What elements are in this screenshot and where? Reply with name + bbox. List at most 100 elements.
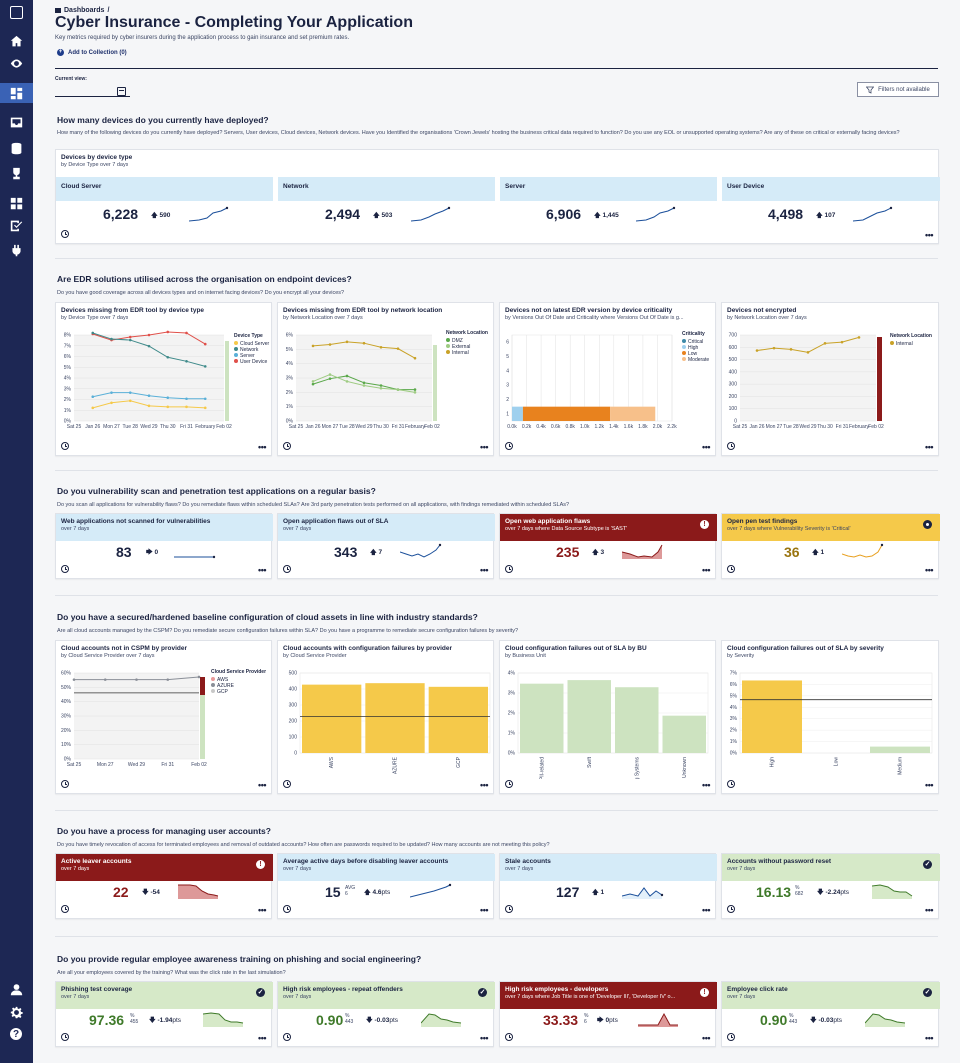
- more-options-icon[interactable]: •••: [702, 1033, 710, 1043]
- card-title: Web applications not scanned for vulnera…: [61, 518, 211, 525]
- clock-icon[interactable]: [727, 780, 735, 788]
- more-options-icon[interactable]: •••: [702, 442, 710, 452]
- inbox-icon[interactable]: [9, 115, 24, 130]
- clock-icon[interactable]: [727, 565, 735, 573]
- clock-icon[interactable]: [283, 442, 291, 450]
- kpi-open-pen-test[interactable]: Open pen test findings over 7 days where…: [721, 513, 940, 579]
- home-icon[interactable]: [9, 34, 24, 49]
- legend-title: Network Location: [446, 330, 488, 336]
- more-options-icon[interactable]: •••: [480, 780, 488, 790]
- kpi-high-risk-developers[interactable]: High risk employees - developers over 7 …: [499, 981, 717, 1047]
- more-options-icon[interactable]: •••: [258, 905, 266, 915]
- calendar-icon[interactable]: [117, 87, 126, 96]
- clock-icon[interactable]: [61, 230, 69, 238]
- card-subtitle: by Business Unit: [505, 653, 546, 659]
- y-tick-label: 200: [289, 719, 298, 725]
- clock-icon[interactable]: [283, 780, 291, 788]
- kpi-stale-accounts[interactable]: Stale accounts over 7 days 127 🡅 1 •••: [499, 853, 717, 919]
- x-tick-label: 0.4k: [536, 424, 546, 430]
- kpi-accounts-without-reset[interactable]: Accounts without password reset over 7 d…: [721, 853, 940, 919]
- metric-value: 16.13: [756, 884, 792, 900]
- app-logo-icon[interactable]: [10, 6, 23, 19]
- more-options-icon[interactable]: •••: [925, 565, 933, 575]
- clock-icon[interactable]: [61, 905, 69, 913]
- edr-device-type-chart: 8% 7% 6% 5% 4% 3% 2% 1% 0%Sat 25 Jan 26 Mon 27 Tue …: [64, 330, 270, 430]
- current-view-label: Current view:: [55, 76, 87, 82]
- more-options-icon[interactable]: •••: [925, 230, 933, 240]
- more-options-icon[interactable]: •••: [480, 905, 488, 915]
- kpi-repeat-offenders[interactable]: High risk employees - repeat offenders o…: [277, 981, 495, 1047]
- sparkline: [189, 206, 229, 222]
- legend-entry: External: [452, 344, 470, 350]
- kpi-web-apps-not-scanned[interactable]: Web applications not scanned for vulnera…: [55, 513, 273, 579]
- edr-network-location-chart: 6% 5% 4% 3% 2% 1% 0%Sat 25 Jan 26 Mon 27 Tue 28 We…: [286, 330, 488, 430]
- plug-icon[interactable]: [9, 243, 24, 258]
- add-to-collection-button[interactable]: + Add to Collection (0): [57, 49, 127, 56]
- metric-delta: 🡅 1,445: [594, 212, 619, 219]
- tile-cloud-server[interactable]: Cloud Server: [56, 177, 273, 201]
- legend-swatch: [682, 351, 686, 355]
- kpi-open-web-app-flaws[interactable]: Open web application flaws over 7 days w…: [499, 513, 717, 579]
- more-options-icon[interactable]: •••: [702, 905, 710, 915]
- clock-icon[interactable]: [505, 442, 513, 450]
- y-tick-label: 4: [506, 368, 509, 374]
- clock-icon[interactable]: [61, 565, 69, 573]
- section-title: Do you have a secured/hardened baseline …: [57, 612, 478, 622]
- help-icon[interactable]: ?: [10, 1028, 22, 1040]
- more-options-icon[interactable]: •••: [258, 565, 266, 575]
- clock-icon[interactable]: [283, 1033, 291, 1041]
- tile-network[interactable]: Network: [278, 177, 495, 201]
- kpi-phishing-coverage[interactable]: Phishing test coverage over 7 days ✓ 97.…: [55, 981, 273, 1047]
- checklist-icon[interactable]: [9, 218, 24, 233]
- series-line: [92, 400, 206, 409]
- more-options-icon[interactable]: •••: [702, 565, 710, 575]
- more-options-icon[interactable]: •••: [258, 780, 266, 790]
- clock-icon[interactable]: [505, 1033, 513, 1041]
- clock-icon[interactable]: [61, 780, 69, 788]
- more-options-icon[interactable]: •••: [258, 1033, 266, 1043]
- tile-server[interactable]: Server: [500, 177, 717, 201]
- more-options-icon[interactable]: •••: [702, 780, 710, 790]
- trophy-icon[interactable]: [9, 166, 24, 181]
- clock-icon[interactable]: [283, 565, 291, 573]
- card-title: Cloud accounts with configuration failur…: [283, 645, 453, 652]
- more-options-icon[interactable]: •••: [925, 1033, 933, 1043]
- kpi-active-leaver-accounts[interactable]: Active leaver accounts over 7 days ! 22 …: [55, 853, 273, 919]
- more-options-icon[interactable]: •••: [258, 442, 266, 452]
- clock-icon[interactable]: [283, 905, 291, 913]
- y-tick-label: 50%: [61, 685, 72, 691]
- kpi-open-app-flaws-sla[interactable]: Open application flaws out of SLA over 7…: [277, 513, 495, 579]
- clock-icon[interactable]: [727, 442, 735, 450]
- current-view-input[interactable]: [55, 86, 130, 97]
- more-options-icon[interactable]: •••: [480, 565, 488, 575]
- clock-icon[interactable]: [727, 905, 735, 913]
- more-options-icon[interactable]: •••: [925, 780, 933, 790]
- database-icon[interactable]: [9, 141, 24, 156]
- clock-icon[interactable]: [505, 905, 513, 913]
- x-tick-label: Trading Systems: [634, 757, 640, 779]
- clock-icon[interactable]: [505, 565, 513, 573]
- gear-icon[interactable]: [9, 1005, 24, 1020]
- metric-delta: 🡅 3: [592, 549, 605, 556]
- series-line: [92, 392, 206, 400]
- grid-icon[interactable]: [9, 196, 24, 211]
- kpi-employee-click-rate[interactable]: Employee click rate over 7 days ✓ 0.90 %…: [721, 981, 940, 1047]
- dashboards-icon[interactable]: [0, 83, 33, 103]
- clock-icon[interactable]: [505, 780, 513, 788]
- clock-icon[interactable]: [61, 1033, 69, 1041]
- more-options-icon[interactable]: •••: [480, 1033, 488, 1043]
- clock-icon[interactable]: [727, 1033, 735, 1041]
- clock-icon[interactable]: [61, 442, 69, 450]
- filters-button[interactable]: Filters not available: [857, 82, 939, 97]
- breadcrumb-dashboards[interactable]: Dashboards: [64, 7, 105, 14]
- user-icon[interactable]: [9, 982, 24, 997]
- alert-icon: !: [256, 860, 265, 869]
- tile-user-device[interactable]: User Device: [722, 177, 940, 201]
- metric-value: 2,494: [325, 206, 361, 222]
- card-subtitle: by Device Type over 7 days: [61, 162, 129, 168]
- more-options-icon[interactable]: •••: [480, 442, 488, 452]
- kpi-avg-days-disable[interactable]: Average active days before disabling lea…: [277, 853, 495, 919]
- more-options-icon[interactable]: •••: [925, 442, 933, 452]
- more-options-icon[interactable]: •••: [925, 905, 933, 915]
- eye-icon[interactable]: [9, 56, 24, 71]
